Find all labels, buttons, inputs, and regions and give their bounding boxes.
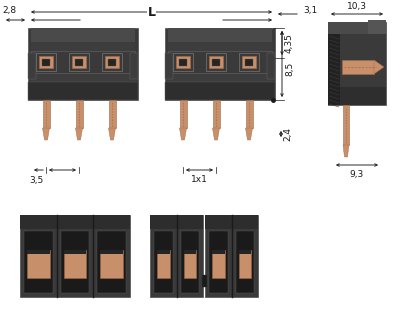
- Bar: [209, 231, 228, 293]
- Polygon shape: [212, 128, 220, 140]
- Bar: [31, 28, 135, 42]
- Bar: [328, 34, 340, 105]
- Bar: [209, 56, 223, 68]
- Bar: [340, 87, 386, 105]
- Bar: [238, 250, 251, 254]
- Bar: [20, 215, 130, 229]
- Text: 1x1: 1x1: [191, 175, 208, 185]
- Bar: [108, 100, 116, 128]
- Bar: [238, 250, 251, 277]
- Bar: [64, 250, 86, 277]
- Polygon shape: [76, 128, 82, 140]
- Bar: [157, 250, 170, 254]
- Bar: [105, 56, 119, 68]
- Bar: [184, 250, 196, 277]
- Bar: [27, 250, 50, 277]
- Bar: [154, 231, 172, 293]
- Polygon shape: [343, 145, 349, 157]
- Bar: [168, 51, 272, 73]
- Bar: [100, 250, 123, 277]
- Bar: [267, 53, 275, 79]
- Bar: [239, 53, 259, 71]
- Polygon shape: [246, 128, 252, 140]
- Bar: [64, 250, 86, 254]
- Bar: [180, 100, 186, 128]
- Bar: [31, 51, 135, 73]
- Polygon shape: [180, 128, 186, 140]
- Bar: [42, 100, 50, 128]
- Bar: [168, 42, 272, 100]
- Text: L: L: [148, 6, 156, 18]
- Text: 3,1: 3,1: [303, 6, 317, 14]
- Bar: [246, 100, 252, 128]
- Bar: [343, 105, 349, 145]
- Text: 9,3: 9,3: [350, 170, 364, 180]
- Bar: [242, 56, 256, 68]
- Text: 4,35: 4,35: [285, 33, 294, 53]
- Bar: [205, 215, 258, 229]
- Bar: [212, 250, 224, 254]
- Bar: [165, 53, 173, 79]
- Bar: [342, 60, 374, 74]
- Bar: [179, 59, 187, 65]
- Bar: [102, 53, 122, 71]
- Bar: [157, 250, 170, 277]
- Polygon shape: [42, 128, 50, 140]
- Bar: [28, 53, 36, 79]
- Bar: [130, 53, 138, 79]
- Bar: [150, 215, 203, 229]
- Bar: [39, 56, 53, 68]
- Bar: [173, 53, 193, 71]
- Bar: [28, 28, 138, 100]
- Bar: [206, 53, 226, 71]
- Bar: [212, 250, 224, 277]
- Bar: [328, 22, 386, 34]
- Polygon shape: [108, 128, 116, 140]
- Bar: [168, 28, 272, 42]
- Bar: [20, 215, 130, 297]
- Bar: [212, 100, 220, 128]
- Bar: [165, 28, 275, 100]
- Text: 8,5: 8,5: [285, 62, 294, 76]
- Bar: [24, 231, 53, 293]
- Bar: [75, 59, 83, 65]
- Bar: [368, 20, 386, 34]
- Bar: [165, 82, 275, 100]
- Bar: [180, 231, 199, 293]
- Text: 2,8: 2,8: [2, 6, 16, 14]
- Bar: [205, 215, 258, 297]
- Bar: [76, 100, 82, 128]
- Bar: [42, 59, 50, 65]
- Bar: [150, 215, 203, 297]
- Bar: [236, 231, 254, 293]
- Bar: [27, 250, 50, 254]
- Bar: [176, 56, 190, 68]
- Bar: [245, 59, 253, 65]
- Polygon shape: [374, 60, 384, 74]
- Bar: [72, 56, 86, 68]
- Bar: [28, 82, 138, 100]
- Bar: [100, 250, 123, 254]
- Bar: [328, 22, 386, 105]
- Bar: [212, 59, 220, 65]
- Bar: [61, 231, 89, 293]
- Text: 10,3: 10,3: [347, 2, 367, 11]
- Bar: [184, 250, 196, 254]
- Text: 3,5: 3,5: [30, 175, 44, 185]
- Bar: [202, 275, 207, 287]
- Text: 2,4: 2,4: [283, 127, 292, 141]
- Bar: [31, 42, 135, 100]
- Bar: [108, 59, 116, 65]
- Bar: [36, 53, 56, 71]
- Bar: [69, 53, 89, 71]
- Bar: [97, 231, 126, 293]
